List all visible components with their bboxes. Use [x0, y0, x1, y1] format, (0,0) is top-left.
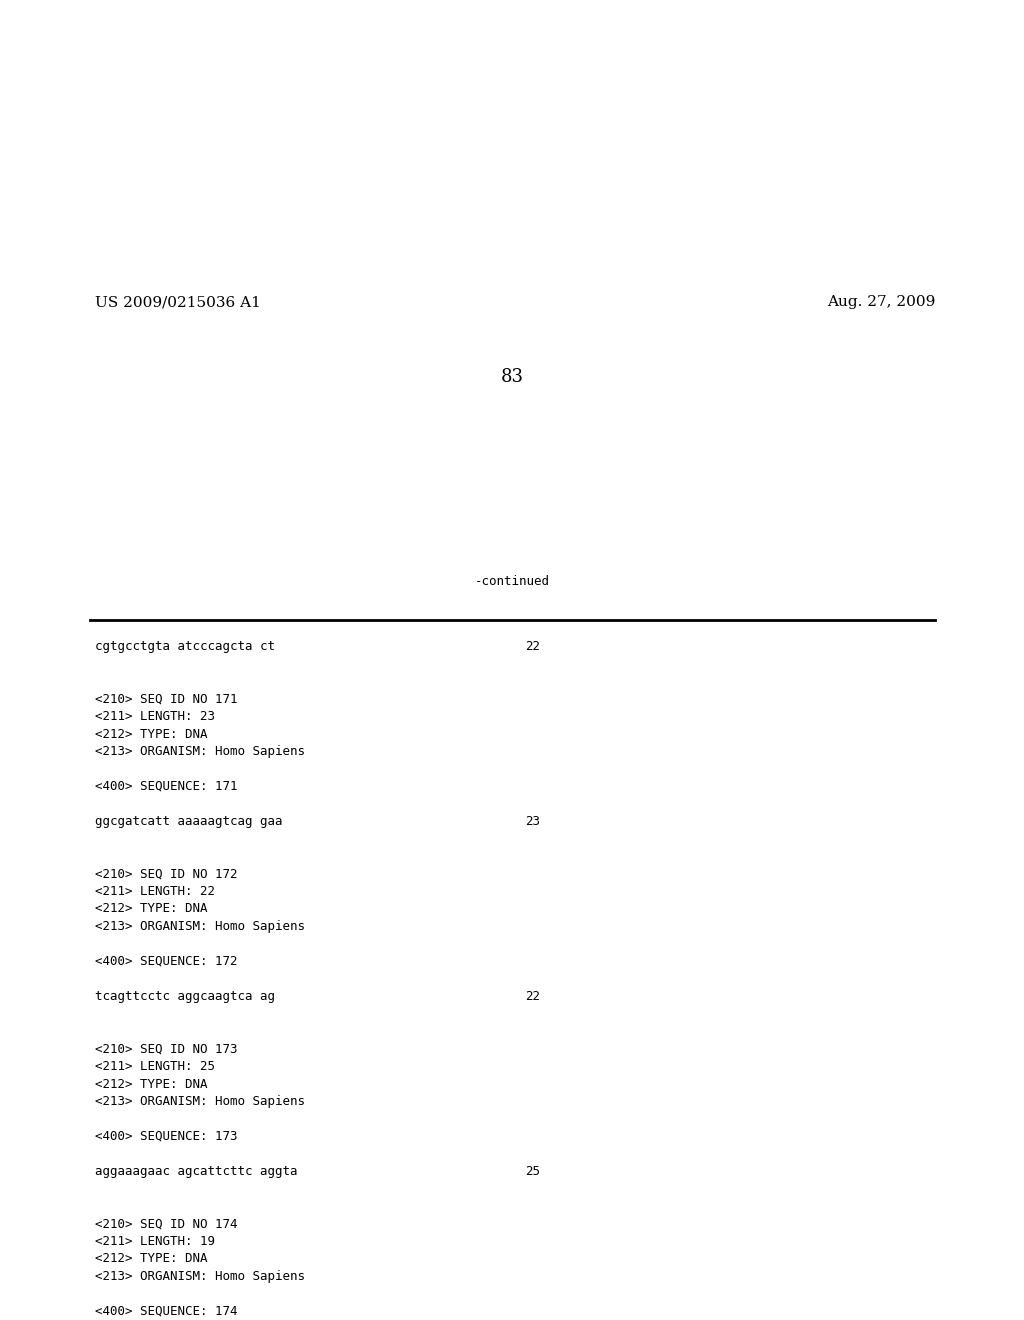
- Text: 25: 25: [525, 1166, 540, 1177]
- Text: 22: 22: [525, 640, 540, 653]
- Text: 23: 23: [525, 814, 540, 828]
- Text: 22: 22: [525, 990, 540, 1003]
- Text: <210> SEQ ID NO 174: <210> SEQ ID NO 174: [95, 1217, 238, 1230]
- Text: tcagttcctc aggcaagtca ag: tcagttcctc aggcaagtca ag: [95, 990, 275, 1003]
- Text: <213> ORGANISM: Homo Sapiens: <213> ORGANISM: Homo Sapiens: [95, 1270, 305, 1283]
- Text: <211> LENGTH: 23: <211> LENGTH: 23: [95, 710, 215, 723]
- Text: US 2009/0215036 A1: US 2009/0215036 A1: [95, 294, 261, 309]
- Text: <211> LENGTH: 22: <211> LENGTH: 22: [95, 884, 215, 898]
- Text: aggaaagaac agcattcttc aggta: aggaaagaac agcattcttc aggta: [95, 1166, 298, 1177]
- Text: <400> SEQUENCE: 173: <400> SEQUENCE: 173: [95, 1130, 238, 1143]
- Text: 83: 83: [501, 368, 523, 385]
- Text: Aug. 27, 2009: Aug. 27, 2009: [826, 294, 935, 309]
- Text: <211> LENGTH: 19: <211> LENGTH: 19: [95, 1236, 215, 1247]
- Text: <400> SEQUENCE: 174: <400> SEQUENCE: 174: [95, 1305, 238, 1317]
- Text: <400> SEQUENCE: 172: <400> SEQUENCE: 172: [95, 954, 238, 968]
- Text: <210> SEQ ID NO 171: <210> SEQ ID NO 171: [95, 693, 238, 705]
- Text: <211> LENGTH: 25: <211> LENGTH: 25: [95, 1060, 215, 1073]
- Text: ggcgatcatt aaaaagtcag gaa: ggcgatcatt aaaaagtcag gaa: [95, 814, 283, 828]
- Text: -continued: -continued: [474, 576, 550, 587]
- Text: <212> TYPE: DNA: <212> TYPE: DNA: [95, 903, 208, 916]
- Text: <213> ORGANISM: Homo Sapiens: <213> ORGANISM: Homo Sapiens: [95, 1096, 305, 1107]
- Text: cgtgcctgta atcccagcta ct: cgtgcctgta atcccagcta ct: [95, 640, 275, 653]
- Text: <210> SEQ ID NO 173: <210> SEQ ID NO 173: [95, 1043, 238, 1056]
- Text: <400> SEQUENCE: 171: <400> SEQUENCE: 171: [95, 780, 238, 793]
- Text: <212> TYPE: DNA: <212> TYPE: DNA: [95, 1253, 208, 1266]
- Text: <210> SEQ ID NO 172: <210> SEQ ID NO 172: [95, 867, 238, 880]
- Text: <213> ORGANISM: Homo Sapiens: <213> ORGANISM: Homo Sapiens: [95, 744, 305, 758]
- Text: <212> TYPE: DNA: <212> TYPE: DNA: [95, 727, 208, 741]
- Text: <213> ORGANISM: Homo Sapiens: <213> ORGANISM: Homo Sapiens: [95, 920, 305, 933]
- Text: <212> TYPE: DNA: <212> TYPE: DNA: [95, 1077, 208, 1090]
